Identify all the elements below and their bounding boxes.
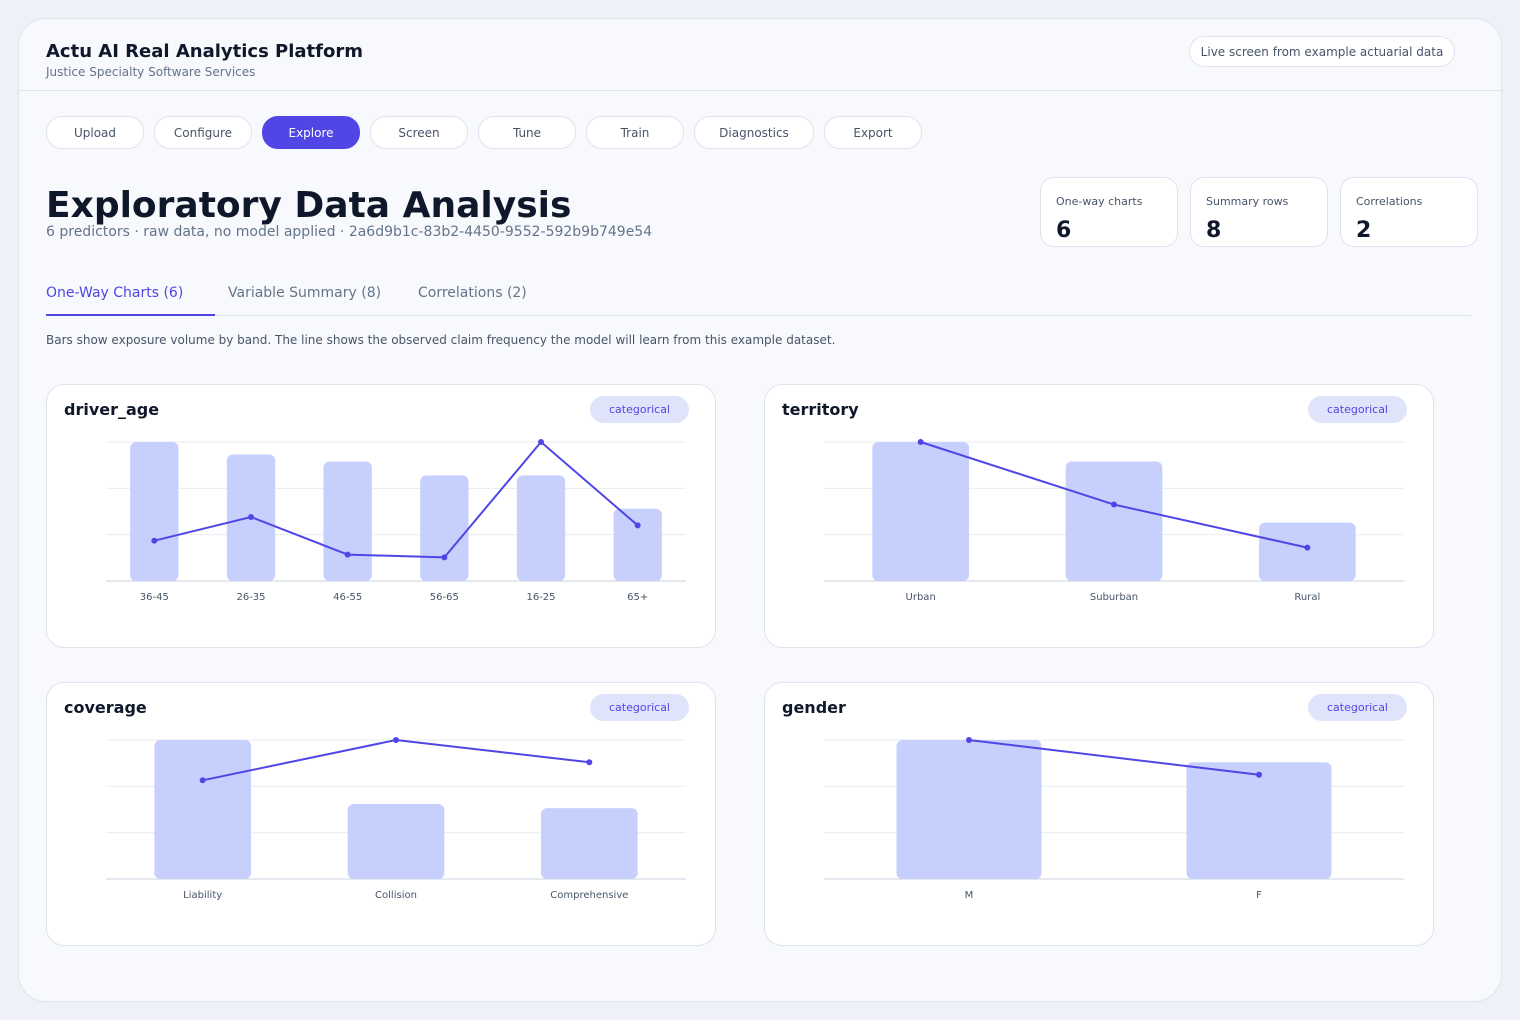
stat-label: Summary rows	[1206, 195, 1289, 208]
frequency-point	[248, 514, 254, 521]
main-panel: Actu AI Real Analytics Platform Justice …	[18, 18, 1503, 1002]
x-tick-label: Collision	[375, 890, 417, 901]
x-tick-label: 46-55	[333, 592, 362, 603]
x-tick-label: Urban	[906, 592, 936, 603]
x-tick-label: 56-65	[430, 592, 459, 603]
nav-pill[interactable]: Export	[824, 116, 922, 149]
x-tick-label: 16-25	[526, 592, 555, 603]
bar	[872, 442, 969, 581]
frequency-line	[202, 738, 590, 782]
chart-badge: categorical	[590, 694, 689, 721]
tab[interactable]: Variable Summary (8)	[228, 285, 382, 301]
stat-label: One-way charts	[1056, 195, 1143, 208]
bar	[1259, 522, 1356, 581]
frequency-point	[966, 737, 972, 743]
nav-pill[interactable]: Explore	[262, 116, 360, 149]
chart-title: driver_age	[64, 400, 160, 419]
tab[interactable]: Correlations (2)	[418, 285, 527, 301]
x-tick-label: F	[1256, 890, 1262, 901]
chart-title: territory	[782, 400, 859, 419]
frequency-point	[1304, 544, 1311, 551]
tab-underline	[46, 314, 215, 316]
stat-card: One-way charts 6	[1040, 177, 1178, 247]
x-tick-label: 26-35	[236, 592, 265, 603]
chart-card: driver_age categorical 36-45 26-35 46-55 56-6…	[46, 384, 716, 648]
header-badge: Live screen from example actuarial data	[1189, 36, 1455, 67]
nav-pill[interactable]: Configure	[154, 116, 252, 149]
stat-card: Summary rows 8	[1190, 177, 1328, 247]
bar	[541, 808, 638, 879]
tab[interactable]: One-Way Charts (6)	[46, 285, 184, 301]
frequency-point	[538, 439, 544, 445]
frequency-point	[1256, 771, 1262, 778]
chart-plot: Liability Collision Comprehensive	[106, 737, 686, 901]
x-tick-label: Suburban	[1090, 592, 1138, 603]
nav-pill[interactable]: Train	[586, 116, 684, 149]
bar	[347, 803, 445, 879]
x-tick-label: 65+	[627, 592, 648, 603]
frequency-point	[344, 551, 351, 558]
frequency-point	[441, 554, 448, 561]
page-subtitle: 6 predictors · raw data, no model applie…	[46, 224, 653, 240]
chart-title: coverage	[64, 698, 147, 717]
chart-plot: 36-45 26-35 46-55 56-65 16-25 65+	[106, 439, 686, 603]
bar	[323, 461, 372, 581]
description: Bars show exposure volume by band. The l…	[46, 333, 836, 347]
x-tick-label: Liability	[183, 890, 222, 901]
bar	[896, 740, 1042, 879]
stat-label: Correlations	[1356, 195, 1423, 208]
app-subtitle: Justice Specialty Software Services	[46, 65, 256, 79]
bar	[516, 475, 566, 581]
tab-divider	[46, 315, 1471, 316]
chart-card: coverage categorical Liability Collision Com…	[46, 682, 716, 946]
app-title: Actu AI Real Analytics Platform	[46, 41, 363, 62]
x-tick-label: Rural	[1294, 592, 1320, 603]
frequency-point	[199, 777, 206, 784]
chart-badge: categorical	[590, 396, 689, 423]
stat-value: 8	[1206, 218, 1222, 243]
chart-card: gender categorical M F	[764, 682, 1434, 946]
bar	[420, 475, 469, 581]
stat-value: 2	[1356, 218, 1372, 243]
x-tick-label: M	[965, 890, 974, 901]
frequency-point	[634, 522, 641, 529]
frequency-line	[154, 440, 639, 559]
nav-pill[interactable]: Screen	[370, 116, 468, 149]
header: Actu AI Real Analytics Platform Justice …	[19, 19, 1503, 91]
frequency-point	[917, 439, 924, 445]
nav-pill[interactable]: Diagnostics	[694, 116, 814, 149]
page-title: Exploratory Data Analysis	[46, 185, 572, 226]
bar	[154, 740, 251, 879]
frequency-line	[968, 739, 1260, 776]
chart-card: territory categorical Urban Suburban Rural	[764, 384, 1434, 648]
nav-pill[interactable]: Upload	[46, 116, 144, 149]
chart-badge: categorical	[1308, 694, 1407, 721]
x-tick-label: Comprehensive	[550, 890, 628, 901]
chart-plot: Urban Suburban Rural	[824, 439, 1404, 603]
nav-pill[interactable]: Tune	[478, 116, 576, 149]
bar	[130, 442, 179, 581]
chart-title: gender	[782, 698, 846, 717]
stat-value: 6	[1056, 218, 1072, 243]
bar	[1065, 461, 1163, 581]
frequency-point	[1111, 501, 1117, 508]
stat-card: Correlations 2	[1340, 177, 1478, 247]
chart-badge: categorical	[1308, 396, 1407, 423]
x-tick-label: 36-45	[140, 592, 169, 603]
bar	[1186, 762, 1332, 879]
bar	[613, 508, 662, 581]
frequency-point	[393, 737, 399, 743]
frequency-point	[151, 537, 158, 544]
frequency-point	[586, 759, 593, 766]
